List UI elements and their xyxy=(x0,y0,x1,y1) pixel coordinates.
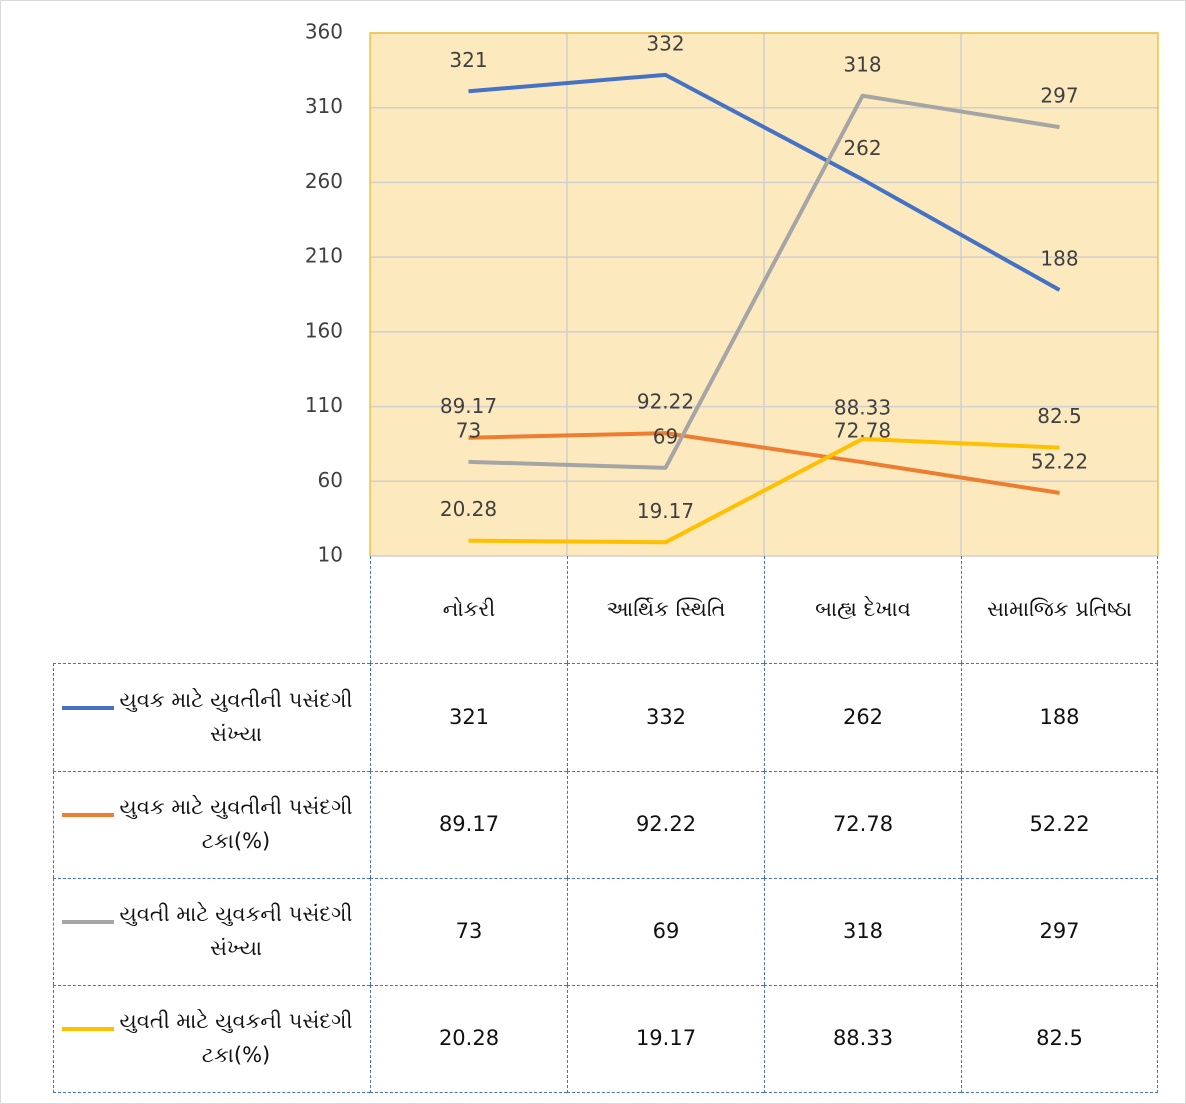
table-value: 69 xyxy=(567,878,764,985)
table-value: 19.17 xyxy=(567,985,764,1093)
data-label: 188 xyxy=(1040,247,1078,271)
legend-label: યુવતી માટે યુવકની પસંદગી સંખ્યા xyxy=(119,902,353,960)
data-label: 297 xyxy=(1040,84,1078,108)
data-label: 318 xyxy=(843,52,881,76)
table-value: 72.78 xyxy=(764,771,961,878)
y-tick-label: 360 xyxy=(305,20,343,44)
series-line xyxy=(468,72,1061,292)
legend-cell: યુવક માટે યુવતીની પસંદગી સંખ્યા xyxy=(53,663,370,771)
table-value: 73 xyxy=(370,878,567,985)
y-tick-label: 110 xyxy=(305,393,343,417)
table-value: 297 xyxy=(961,878,1158,985)
table-value: 20.28 xyxy=(370,985,567,1093)
legend-swatch xyxy=(62,1027,114,1031)
data-label: 52.22 xyxy=(1031,449,1088,473)
data-label: 89.17 xyxy=(440,394,497,418)
data-label: 88.33 xyxy=(834,395,891,419)
table-value: 88.33 xyxy=(764,985,961,1093)
table-value: 92.22 xyxy=(567,771,764,878)
table-value: 52.22 xyxy=(961,771,1158,878)
series-line xyxy=(468,431,1060,495)
y-tick-label: 310 xyxy=(305,94,343,118)
series-line xyxy=(468,436,1060,545)
y-tick-label: 60 xyxy=(318,468,343,492)
category-header: નોકરી xyxy=(370,556,567,663)
data-label: 19.17 xyxy=(637,499,694,523)
y-tick-label: 210 xyxy=(305,244,343,268)
table-value: 318 xyxy=(764,878,961,985)
data-label: 69 xyxy=(653,424,678,448)
category-header: આર્થિક સ્થિતિ xyxy=(567,556,764,663)
table-value: 89.17 xyxy=(370,771,567,878)
category-header: સામાજિક પ્રતિષ્ઠા xyxy=(961,556,1158,663)
table-value: 82.5 xyxy=(961,985,1158,1093)
data-label: 20.28 xyxy=(440,497,497,521)
data-label: 262 xyxy=(843,136,881,160)
data-label: 82.5 xyxy=(1037,404,1082,428)
data-label: 73 xyxy=(456,418,481,442)
plot-border xyxy=(369,32,1159,556)
y-tick-label: 10 xyxy=(318,543,343,567)
category-header: બાહ્ય દેખાવ xyxy=(764,556,961,663)
table-value: 188 xyxy=(961,663,1158,771)
legend-swatch xyxy=(62,813,114,817)
legend-swatch xyxy=(62,920,114,924)
data-label: 321 xyxy=(449,48,487,72)
data-label: 92.22 xyxy=(637,390,694,414)
table-value: 321 xyxy=(370,663,567,771)
table-value: 332 xyxy=(567,663,764,771)
legend-cell: યુવક માટે યુવતીની પસંદગી ટકા(%) xyxy=(53,771,370,878)
legend-swatch xyxy=(62,705,114,710)
legend-cell: યુવતી માટે યુવકની પસંદગી ટકા(%) xyxy=(53,985,370,1093)
series-line xyxy=(468,93,1060,470)
legend-label: યુવક માટે યુવતીની પસંદગી સંખ્યા xyxy=(119,687,353,746)
table-value: 262 xyxy=(764,663,961,771)
legend-label: યુવતી માટે યુવકની પસંદગી ટકા(%) xyxy=(119,1009,353,1067)
data-label: 332 xyxy=(646,31,684,55)
y-tick-label: 260 xyxy=(305,169,343,193)
legend-label: યુવક માટે યુવતીની પસંદગી ટકા(%) xyxy=(119,795,353,853)
y-tick-label: 160 xyxy=(305,318,343,342)
legend-cell: યુવતી માટે યુવકની પસંદગી સંખ્યા xyxy=(53,878,370,985)
